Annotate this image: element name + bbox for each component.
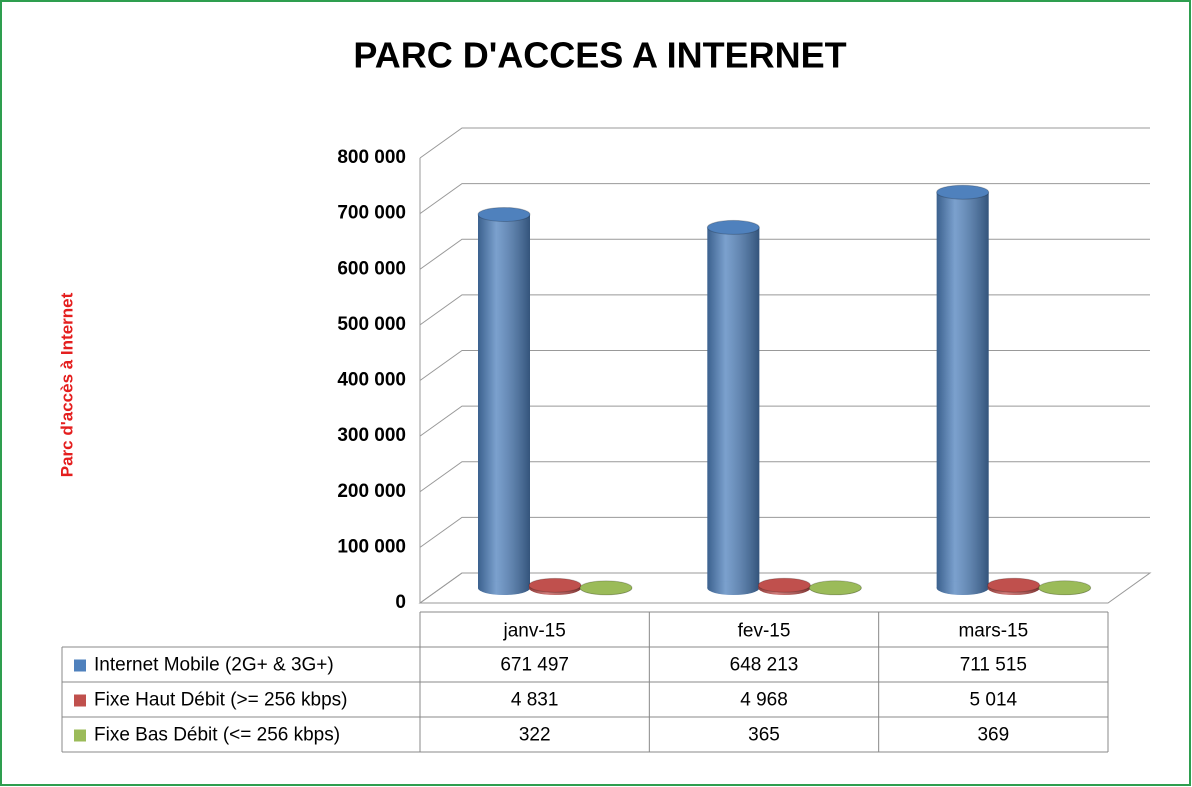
bar (477, 206, 531, 595)
bar (987, 577, 1041, 595)
x-tick-label: janv-15 (503, 621, 566, 642)
y-axis-title: Parc d'accès à Internet (57, 292, 76, 477)
table-value: 671 497 (500, 655, 569, 676)
table-value: 369 (977, 725, 1009, 746)
table-value: 711 515 (960, 655, 1027, 676)
y-tick-label: 0 (395, 592, 406, 613)
bar (936, 184, 990, 595)
bar-top (477, 206, 531, 222)
x-tick-label: fev-15 (738, 621, 791, 642)
bar-top (757, 577, 811, 593)
y-tick-label: 800 000 (337, 147, 406, 168)
y-tick-label: 500 000 (337, 314, 406, 335)
bar-top (936, 184, 990, 200)
legend-swatch (74, 659, 86, 672)
y-tick-label: 100 000 (337, 536, 406, 557)
grid-line (419, 238, 1150, 270)
bar-shade (707, 227, 760, 588)
bar-shade (936, 192, 989, 588)
bar-shade (478, 214, 530, 588)
bar-bottom-shade (707, 581, 760, 595)
bar-bottom-shade (478, 581, 530, 595)
bar-top (808, 580, 862, 596)
grid-line (419, 572, 1150, 604)
table-value: 4 831 (511, 690, 559, 711)
table-value: 648 213 (730, 655, 799, 676)
grid-line (419, 350, 1150, 381)
bar-bottom-shade (936, 581, 989, 595)
bar-top (1038, 580, 1092, 596)
legend-label: Fixe Bas Débit (<= 256 kbps) (94, 725, 340, 746)
bar-top (528, 577, 582, 593)
table-value: 5 014 (970, 690, 1018, 711)
y-tick-label: 700 000 (337, 203, 406, 224)
table-value: 322 (519, 725, 551, 746)
bar (808, 580, 862, 596)
grid-line (419, 183, 1150, 215)
legend-label: Internet Mobile (2G+ & 3G+) (94, 655, 334, 676)
y-tick-label: 200 000 (337, 481, 406, 502)
bar-top (987, 577, 1041, 593)
legend-label: Fixe Haut Débit (>= 256 kbps) (94, 690, 347, 711)
y-tick-label: 400 000 (337, 370, 406, 391)
grid-line (419, 516, 1150, 548)
bar (706, 219, 760, 595)
table-value: 4 968 (740, 690, 788, 711)
bar (528, 577, 582, 595)
legend-swatch (74, 729, 86, 742)
bar (1038, 580, 1092, 596)
grid-line (419, 127, 1150, 159)
y-tick-label: 600 000 (337, 258, 406, 279)
bar-top (579, 580, 633, 596)
bar (579, 580, 633, 596)
grid-line (419, 461, 1150, 493)
chart-title: PARC D'ACCES A INTERNET (353, 35, 846, 76)
y-tick-label: 300 000 (337, 425, 406, 446)
bar-top (706, 219, 760, 235)
x-tick-label: mars-15 (958, 621, 1028, 642)
bar (757, 577, 811, 595)
legend-swatch (74, 694, 86, 707)
grid-line (419, 294, 1150, 326)
grid-line (419, 405, 1150, 437)
table-value: 365 (748, 725, 780, 746)
